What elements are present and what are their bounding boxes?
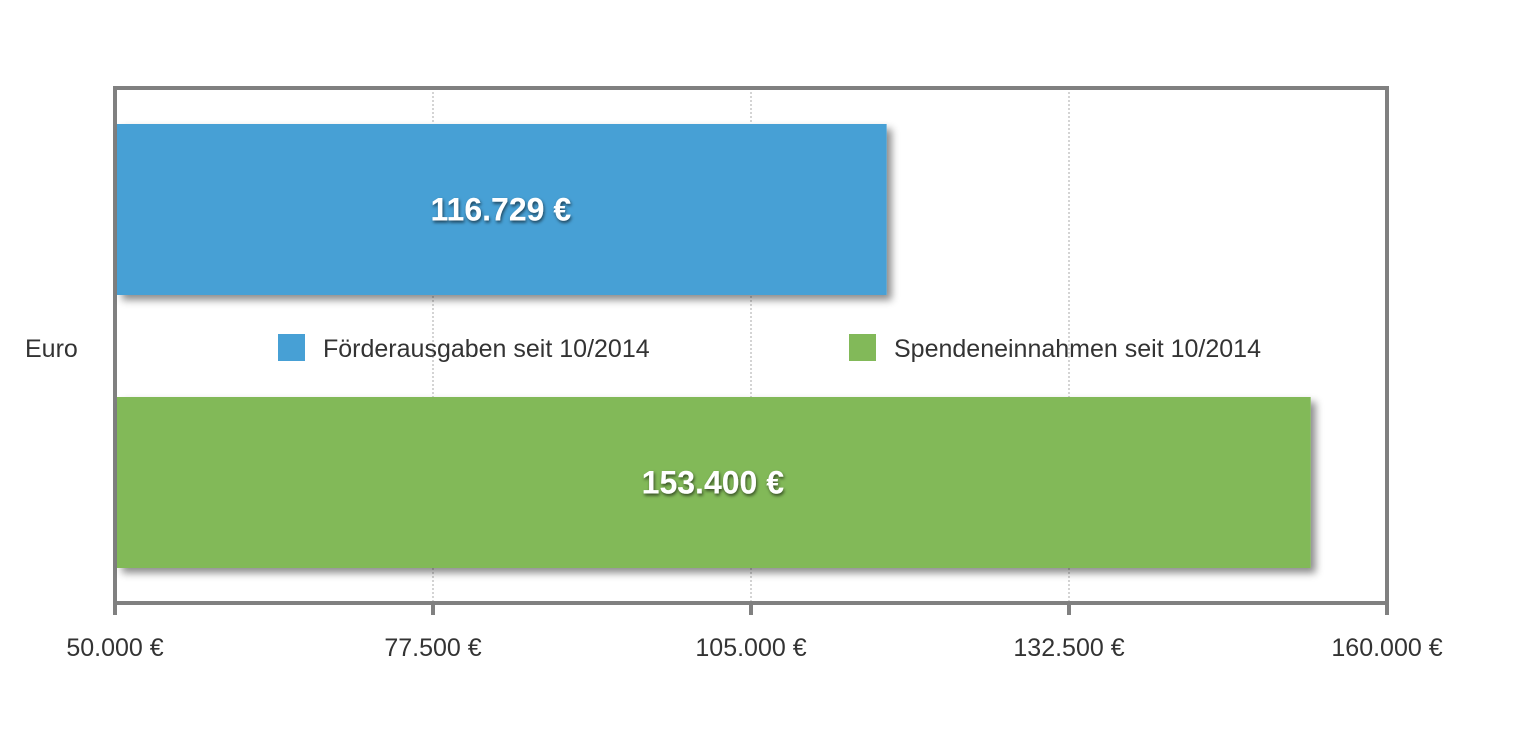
bars (117, 124, 1311, 568)
x-tick-label: 77.500 € (384, 634, 481, 662)
legend-swatch (278, 334, 305, 361)
legend-label: Förderausgaben seit 10/2014 (323, 335, 650, 363)
legend-label: Spendeneinnahmen seit 10/2014 (894, 335, 1261, 363)
x-tick-label: 132.500 € (1013, 634, 1124, 662)
bar-labels: 116.729 € 153.400 € (431, 192, 785, 501)
x-tick-label: 50.000 € (66, 634, 163, 662)
y-axis-label: Euro (25, 335, 78, 363)
bar (117, 397, 1311, 568)
legend: Förderausgaben seit 10/2014 Spendeneinnah… (278, 334, 1261, 363)
bar-value-label: 116.729 € (431, 192, 572, 228)
legend-swatch (849, 334, 876, 361)
x-axis-tick-labels: 50.000 € 77.500 € 105.000 € 132.500 € 160.00… (66, 634, 1442, 662)
bar (117, 124, 887, 295)
bar-value-label: 153.400 € (642, 465, 785, 501)
x-tick-label: 105.000 € (695, 634, 806, 662)
x-tick-label: 160.000 € (1331, 634, 1442, 662)
x-axis-ticks (113, 603, 1389, 615)
